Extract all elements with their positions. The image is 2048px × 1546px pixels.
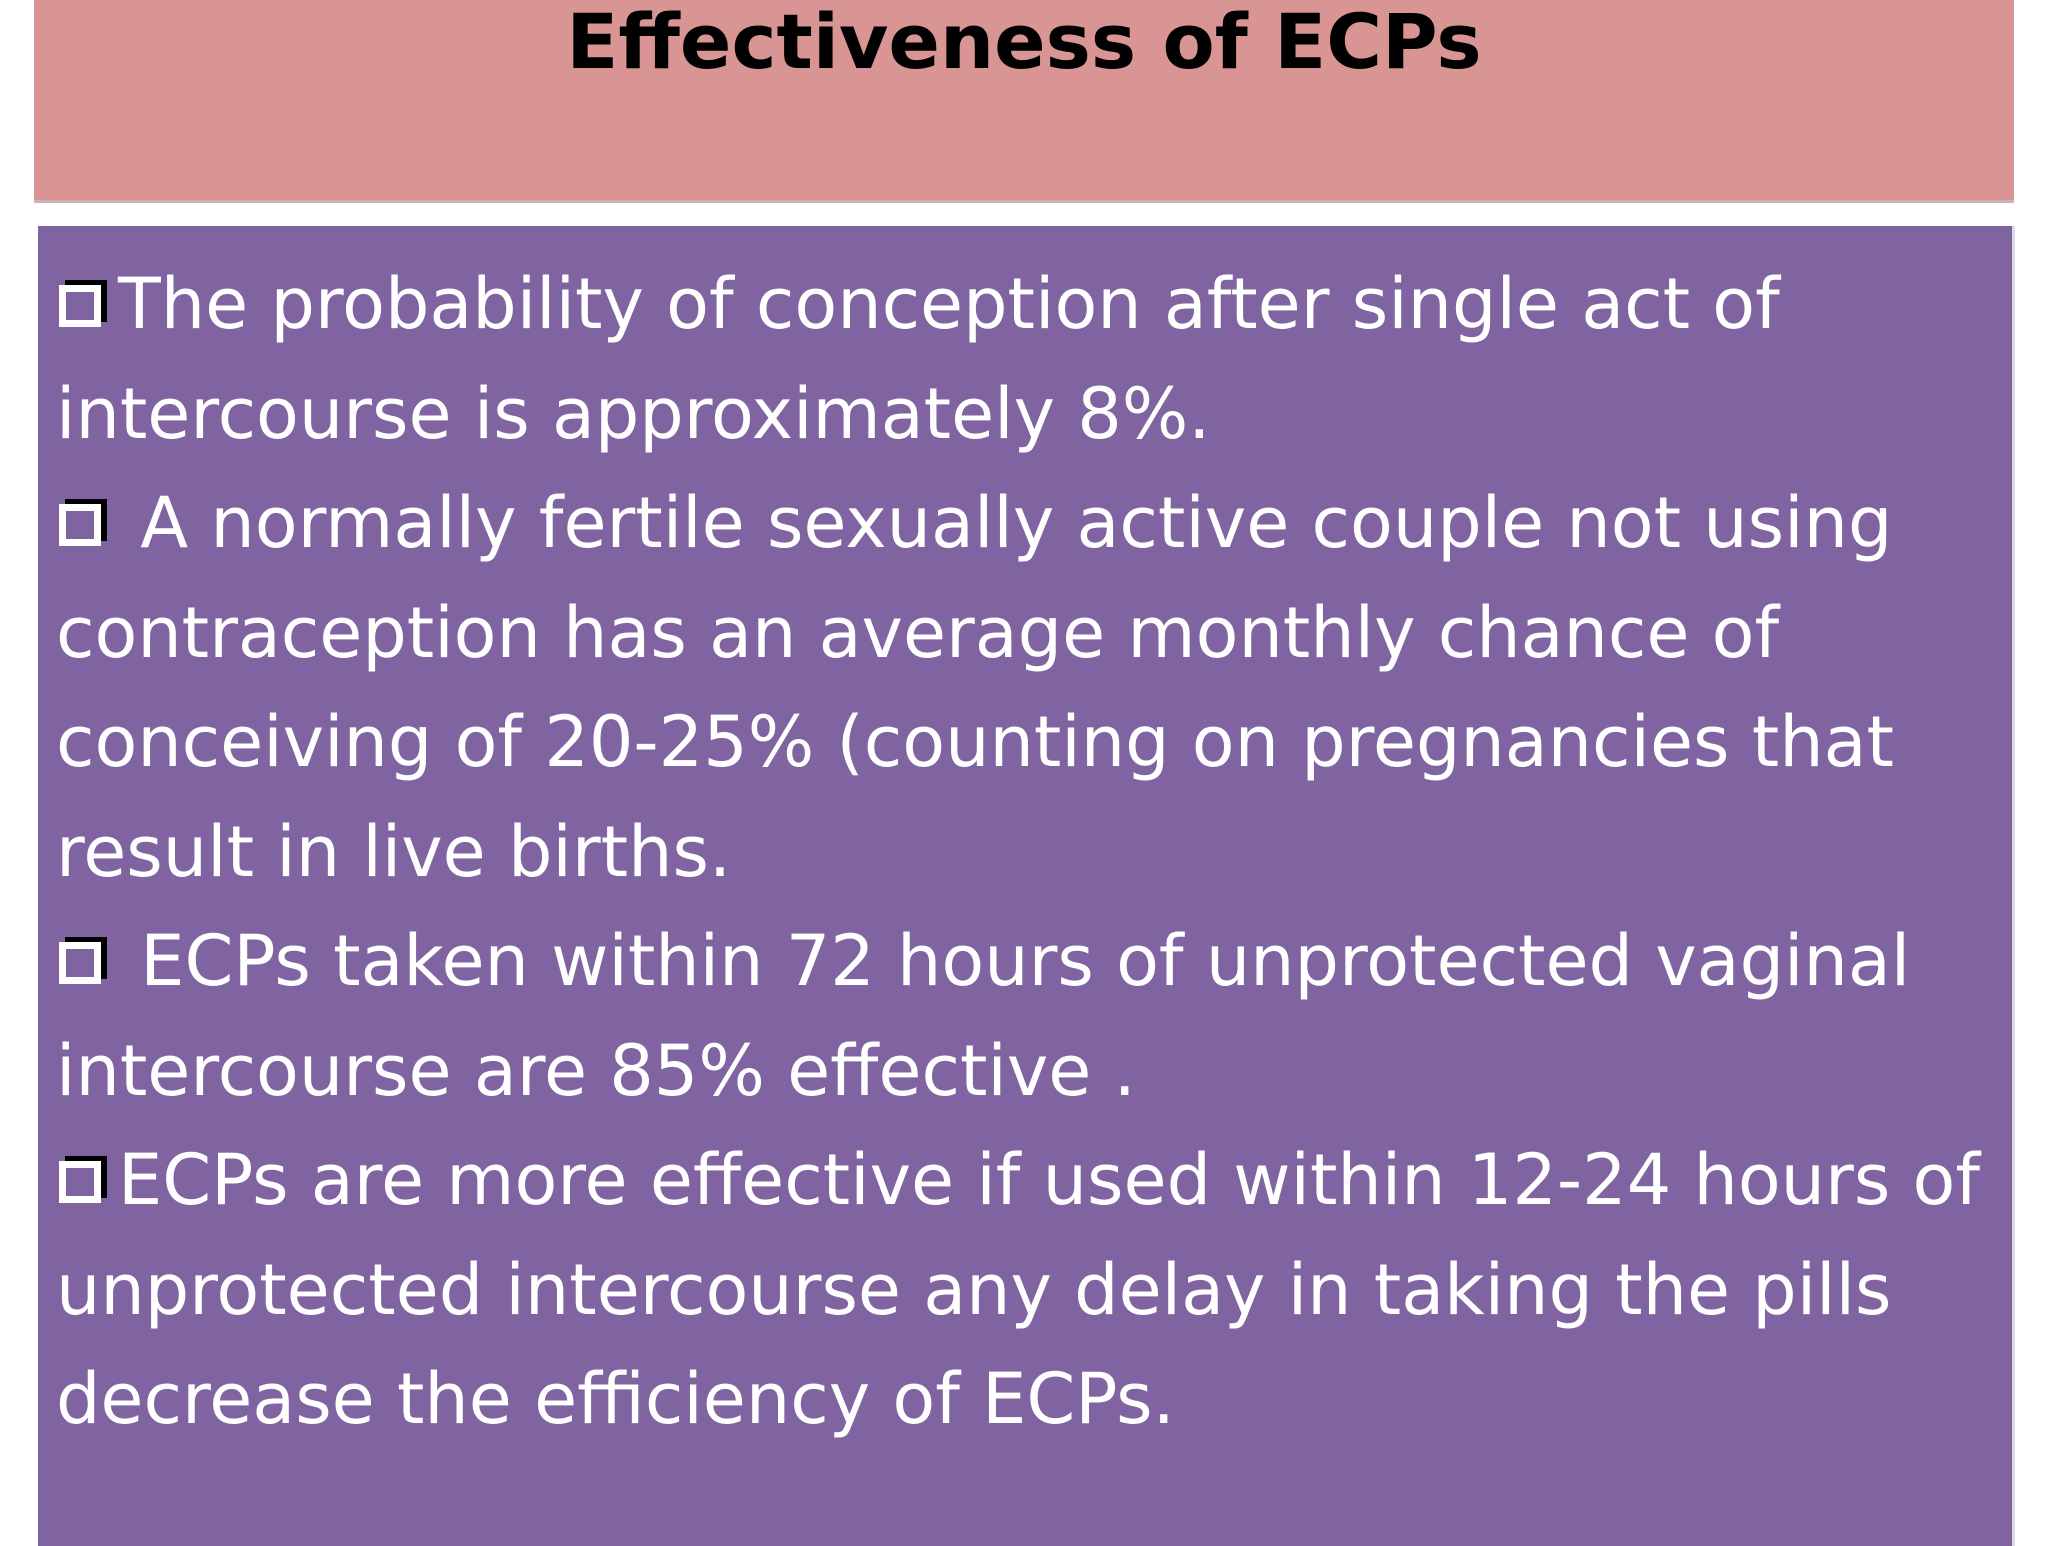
title-banner: Effectiveness of ECPs [34, 0, 2014, 203]
bullet-text-3: ECPs taken within 72 hours of unprotecte… [56, 920, 1911, 1112]
bullet-list: The probability of conception after sing… [56, 250, 2004, 1455]
content-panel: The probability of conception after sing… [38, 226, 2012, 1546]
bullet-item-2: A normally fertile sexually active coupl… [56, 469, 2004, 907]
bullet-text-2: A normally fertile sexually active coupl… [56, 482, 1894, 893]
square-checkbox-bullet-icon [56, 277, 110, 331]
square-checkbox-bullet-icon [56, 934, 110, 988]
bullet-item-3: ECPs taken within 72 hours of unprotecte… [56, 907, 2004, 1126]
square-checkbox-bullet-icon [56, 1153, 110, 1207]
slide-title: Effectiveness of ECPs [566, 0, 1482, 86]
square-checkbox-bullet-icon [56, 496, 110, 550]
bullet-item-1: The probability of conception after sing… [56, 250, 2004, 469]
bullet-item-4: ECPs are more effective if used within 1… [56, 1126, 2004, 1455]
bullet-text-4: ECPs are more effective if used within 1… [56, 1139, 1981, 1440]
bullet-text-1: The probability of conception after sing… [56, 263, 1780, 455]
